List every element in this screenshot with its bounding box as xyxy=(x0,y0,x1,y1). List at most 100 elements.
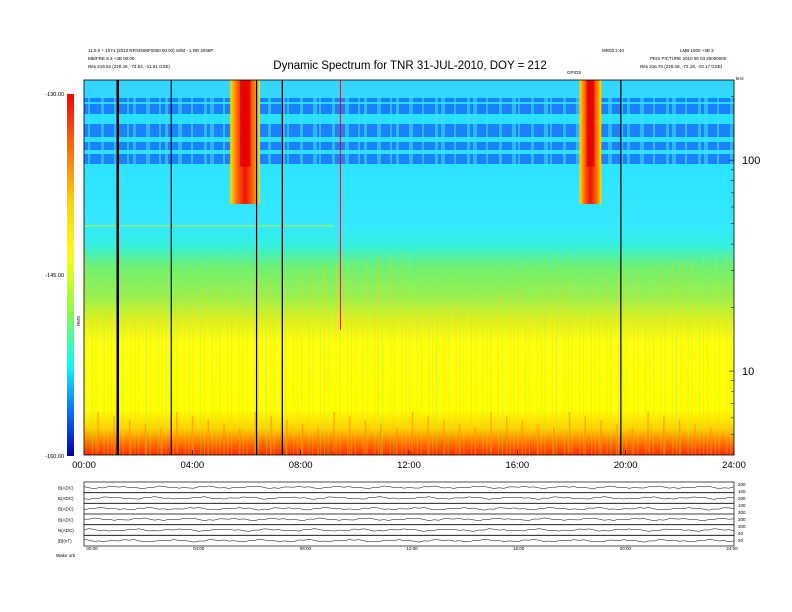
spectral-streak xyxy=(308,299,310,455)
spectral-streak xyxy=(660,264,662,455)
band-break xyxy=(409,96,413,166)
band-break xyxy=(621,96,623,166)
spectral-streak xyxy=(165,265,167,455)
spectral-streak xyxy=(706,285,708,455)
spectral-streak xyxy=(474,298,476,455)
band-break xyxy=(653,96,655,166)
panel-label: B(ADC) xyxy=(58,485,74,490)
spectral-streak xyxy=(428,277,430,455)
spectral-spike xyxy=(710,428,712,455)
spectral-streak xyxy=(134,271,136,455)
spectral-streak xyxy=(238,282,240,455)
green-streak xyxy=(84,225,334,227)
spectral-streak xyxy=(552,284,554,455)
spectral-streak xyxy=(637,268,639,455)
panel-x-tick-label: 00:00 xyxy=(86,546,98,551)
band-break xyxy=(287,96,289,166)
panel-trace xyxy=(83,485,735,489)
radio-burst-core xyxy=(239,80,251,167)
band-break xyxy=(730,96,733,166)
spectral-streak xyxy=(347,262,349,455)
band-break xyxy=(473,96,477,166)
spectral-streak xyxy=(606,274,608,455)
spectral-streak xyxy=(157,267,159,455)
band-break xyxy=(377,96,381,166)
band-break xyxy=(88,96,90,166)
spectral-spike xyxy=(301,424,304,455)
spectral-streak xyxy=(203,288,205,455)
spectral-streak xyxy=(699,287,701,455)
spectral-spike xyxy=(615,424,618,455)
spectral-streak xyxy=(273,305,275,455)
spectral-streak xyxy=(200,259,202,455)
spectral-streak xyxy=(293,272,295,455)
band-break xyxy=(717,96,719,166)
panel-x-tick-label: 08:00 xyxy=(300,546,312,551)
spectral-streak xyxy=(107,306,109,455)
spectral-spike xyxy=(113,416,115,455)
spectral-streak xyxy=(215,286,217,455)
spectral-spike xyxy=(490,412,492,452)
panel-right-tick: 100 xyxy=(738,489,746,494)
spectral-streak xyxy=(610,303,612,455)
band-break xyxy=(165,96,168,166)
footer-left: Wake orb xyxy=(56,553,76,558)
panel-right-tick: 200 xyxy=(738,517,746,522)
band-break xyxy=(550,96,552,166)
spectral-streak xyxy=(432,306,434,455)
spectral-streak xyxy=(687,289,689,455)
spectral-streak xyxy=(443,304,445,455)
spectral-streak xyxy=(730,281,732,455)
panel-right-tick: 300 xyxy=(738,524,746,529)
band-break xyxy=(627,96,630,166)
spectral-streak xyxy=(381,285,383,455)
spectral-streak xyxy=(378,256,380,455)
spectral-spike xyxy=(191,416,194,455)
band-break xyxy=(531,96,534,166)
spectral-streak xyxy=(192,290,194,455)
spectral-spike xyxy=(600,420,602,455)
band-break xyxy=(685,96,687,166)
band-break xyxy=(396,96,399,166)
spectral-streak xyxy=(409,250,410,455)
band-break xyxy=(441,96,445,166)
spectral-streak xyxy=(490,265,492,455)
spectral-streaks xyxy=(84,250,732,455)
header-right-line-4: Res 216.70 (226.09, -72.19, -10.17 GSE) xyxy=(640,64,723,69)
spectral-streak xyxy=(664,293,666,455)
spectral-streak xyxy=(366,258,368,455)
spectral-spike xyxy=(254,412,257,452)
x-tick-label: 16:00 xyxy=(505,460,529,471)
spectral-streak xyxy=(621,301,623,455)
spectral-streak xyxy=(501,263,503,455)
spectral-streak xyxy=(471,269,473,455)
spectral-spike xyxy=(128,420,131,455)
spectral-streak xyxy=(227,284,229,455)
band-break xyxy=(454,96,456,166)
colorbar-tick-label: -130.00 xyxy=(45,92,64,98)
panel-label: |B|(nT) xyxy=(58,539,72,544)
faint-line xyxy=(339,80,341,330)
panel-right-tick: 20 xyxy=(738,538,744,543)
x-tick-label: 20:00 xyxy=(614,460,638,471)
spectral-streak xyxy=(591,307,592,455)
band-break xyxy=(467,96,470,166)
spectral-streak xyxy=(219,255,221,455)
band-break xyxy=(358,96,360,166)
spectral-streak xyxy=(528,288,530,455)
x-tick-label: 08:00 xyxy=(289,460,313,471)
panel-label: B(ADC) xyxy=(58,507,74,512)
spectral-streak xyxy=(401,252,403,455)
band-break xyxy=(364,96,367,166)
spectral-streak xyxy=(339,293,341,455)
spectral-spike xyxy=(396,428,398,455)
band-break xyxy=(576,96,580,166)
spectral-streak xyxy=(258,278,260,455)
spectrogram-plot xyxy=(84,80,734,455)
spectral-streak xyxy=(176,263,178,455)
panel-x-tick-label: 20:00 xyxy=(620,546,632,551)
spectral-streak xyxy=(84,250,85,455)
header-right-line-2: LMB 1000 +3B 3 xyxy=(680,48,714,53)
spectral-spike xyxy=(364,420,367,455)
spectral-streak xyxy=(594,276,596,455)
